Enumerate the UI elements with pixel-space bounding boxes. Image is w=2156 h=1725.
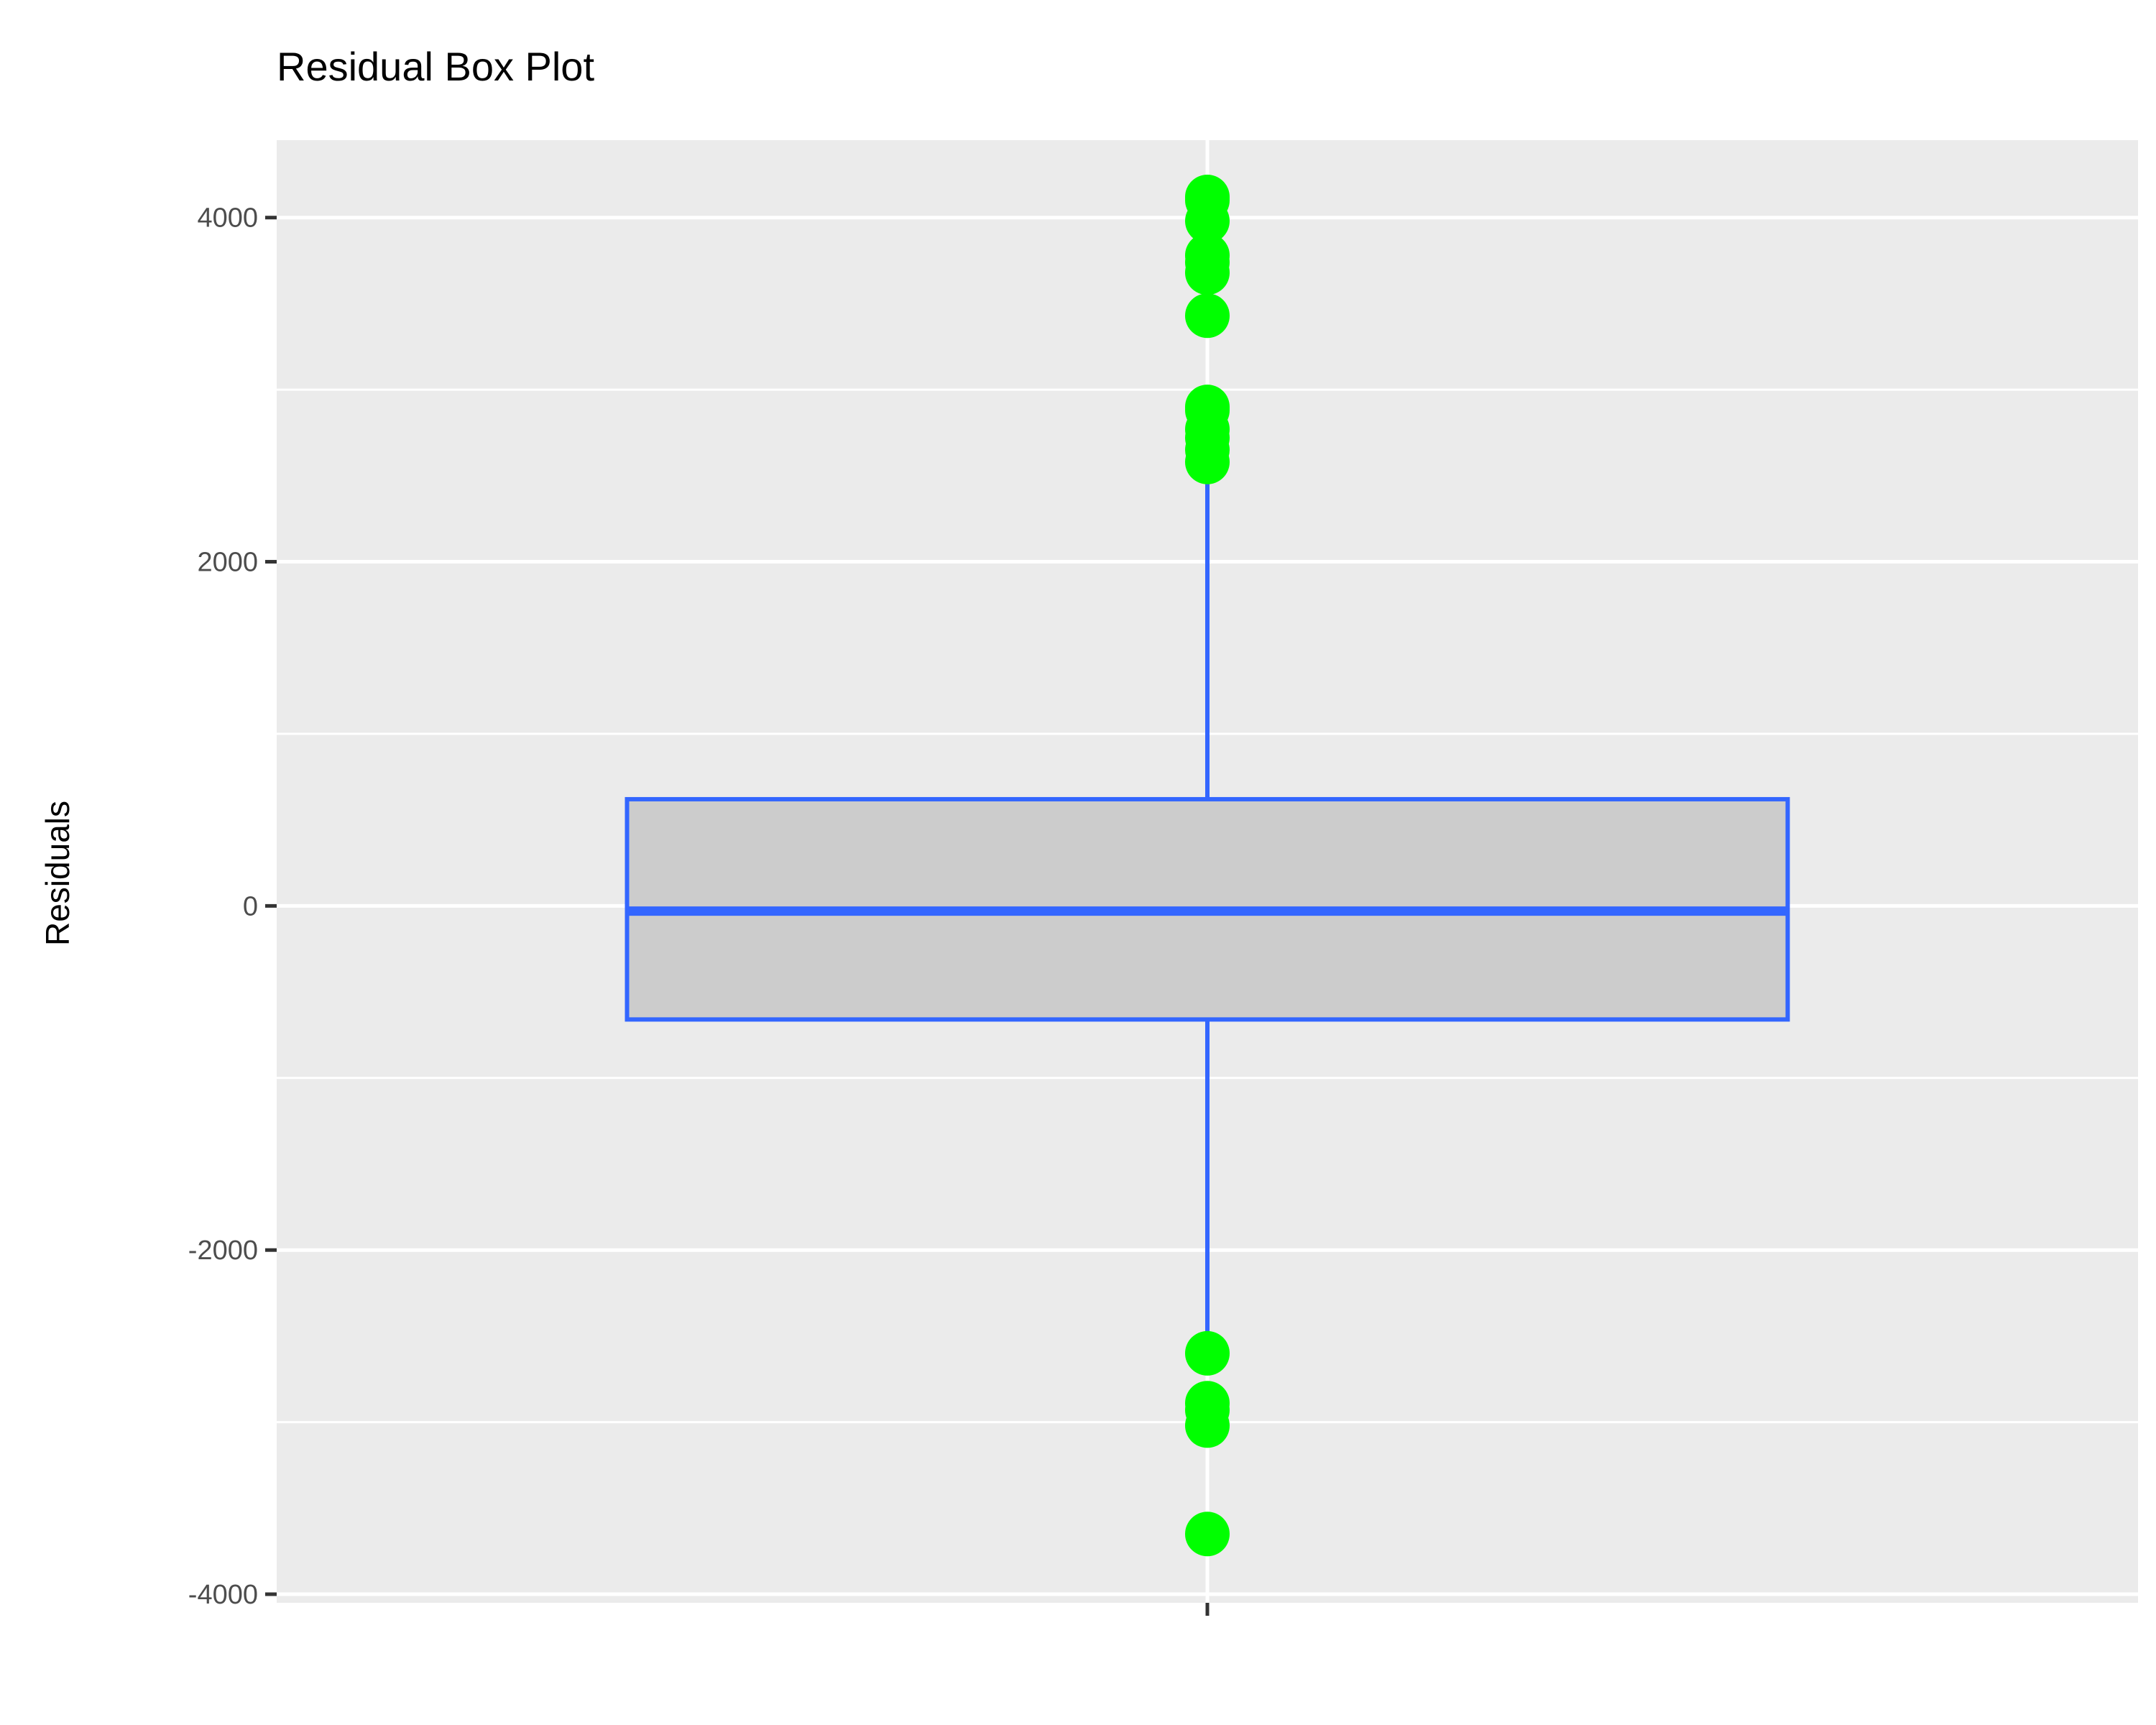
y-tick-label: -4000	[188, 1580, 258, 1610]
outlier-point	[1185, 439, 1230, 484]
outlier-point	[1185, 198, 1230, 244]
outlier-point	[1185, 1512, 1230, 1557]
y-tick-label: -2000	[188, 1236, 258, 1266]
y-tick-label: 2000	[197, 548, 258, 578]
outlier-layer	[1185, 175, 1230, 1557]
box-layer	[625, 472, 1790, 1351]
y-tick-label: 4000	[197, 203, 258, 234]
chart-title: Residual Box Plot	[277, 44, 594, 89]
outlier-point	[1185, 293, 1230, 339]
outlier-point	[1185, 1403, 1230, 1448]
outlier-point	[1185, 250, 1230, 295]
y-axis: -4000 -2000 0 2000 4000	[188, 203, 277, 1610]
outlier-point	[1185, 1330, 1230, 1376]
y-tick-label: 0	[243, 891, 258, 921]
y-axis-label: Residuals	[39, 801, 76, 946]
